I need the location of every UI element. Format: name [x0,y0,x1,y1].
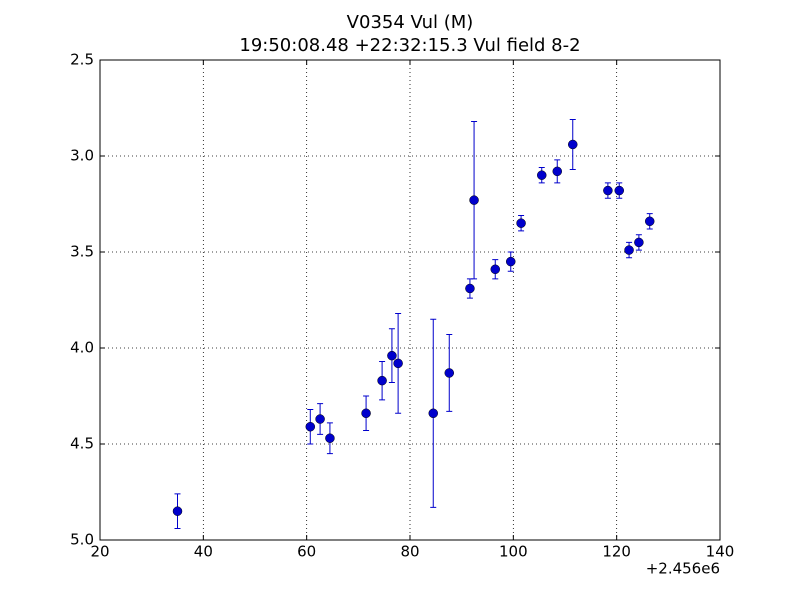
data-point [603,185,613,196]
data-point [465,283,475,294]
chart-subtitle: 19:50:08.48 +22:32:15.3 Vul field 8-2 [239,35,580,56]
data-point [393,358,403,369]
x-tick-label: 100 [499,543,528,561]
data-point [444,368,455,378]
x-tick-label: 120 [602,543,631,561]
x-offset-label: +2.456e6 [646,560,720,578]
x-tick-label: 20 [90,543,109,561]
x-tick-label: 60 [297,543,316,561]
data-point [624,245,634,255]
data-point [172,506,183,516]
y-tick-label: 3.5 [70,243,94,261]
data-point [305,421,316,432]
data-point [428,408,438,419]
data-point [537,170,547,180]
y-tick-label: 4.5 [70,435,94,453]
data-point [490,264,500,275]
data-point [568,139,578,150]
y-tick-label: 5.0 [70,531,94,549]
data-point [634,237,644,248]
data-point [377,375,387,386]
data-point [387,350,397,361]
x-tick-label: 80 [400,543,419,561]
y-tick-label: 2.5 [70,51,94,69]
plot-frame [99,59,721,541]
chart-title: V0354 Vul (M) [347,12,474,33]
data-point [644,216,655,227]
x-tick-label: 40 [194,543,213,561]
data-point [552,166,562,177]
data-point [516,218,526,228]
data-point [614,185,624,196]
data-point [469,195,479,205]
y-tick-label: 4.0 [70,339,94,357]
data-point [315,414,325,424]
data-point [361,408,371,419]
data-point [506,256,516,267]
y-tick-label: 3.0 [70,147,94,165]
data-point [325,433,335,443]
x-tick-label: 140 [706,543,735,561]
